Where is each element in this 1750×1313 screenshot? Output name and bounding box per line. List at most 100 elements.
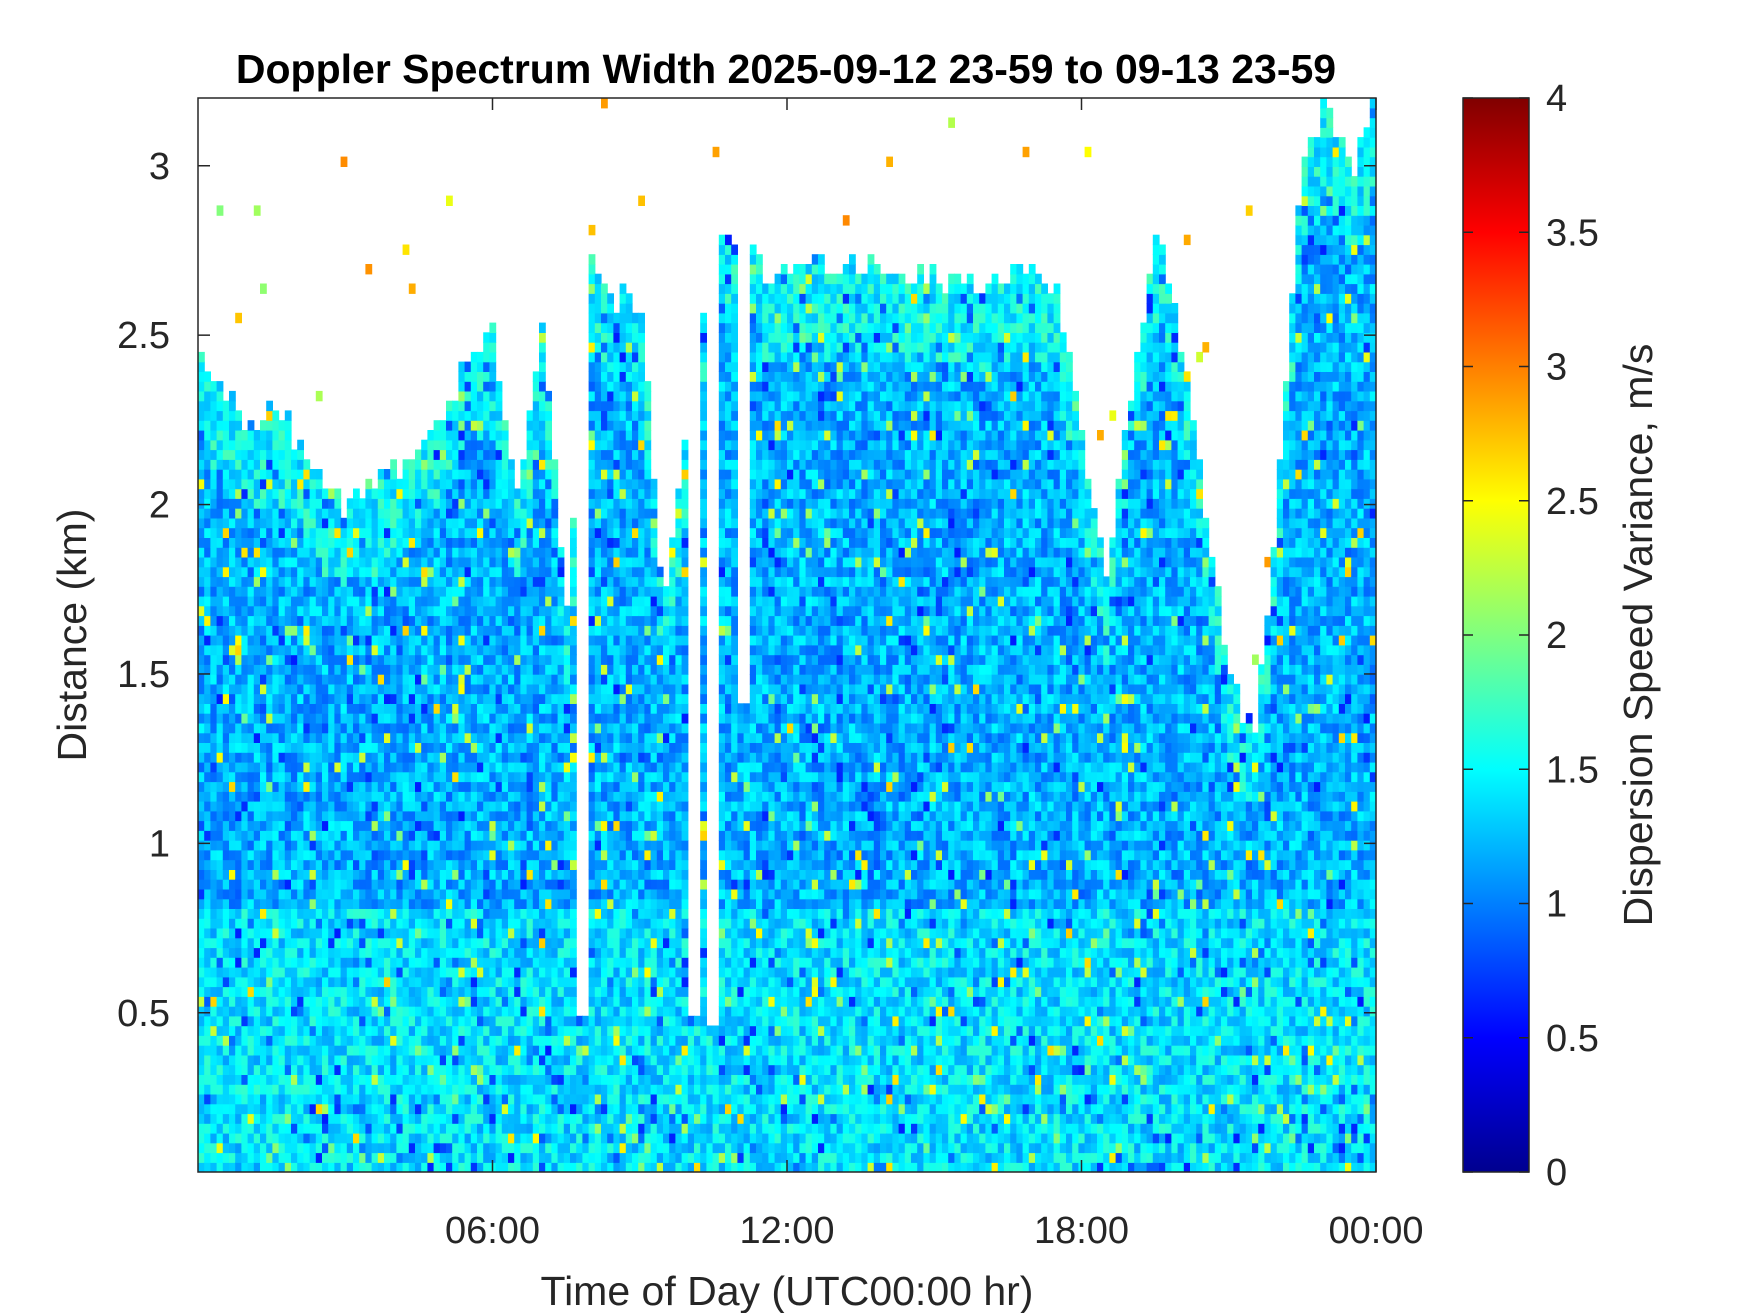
heatmap-cell (278, 664, 286, 675)
heatmap-cell (247, 625, 255, 636)
heatmap-cell (501, 459, 509, 470)
heatmap-cell (495, 595, 503, 607)
heatmap-cell (222, 664, 230, 675)
heatmap-cell (229, 439, 236, 451)
heatmap-cell (266, 1142, 273, 1154)
heatmap-cell (551, 957, 559, 968)
heatmap-cell (365, 1074, 373, 1085)
heatmap-cell (545, 927, 552, 939)
heatmap-cell (402, 1103, 410, 1115)
heatmap-cell (359, 957, 366, 968)
heatmap-cell (508, 664, 515, 675)
heatmap-cell (439, 752, 447, 763)
heatmap-cell (588, 898, 596, 909)
heatmap-cell (346, 556, 354, 568)
heatmap-cell (607, 1132, 614, 1144)
heatmap-cell (588, 1142, 596, 1154)
heatmap-cell (247, 1142, 255, 1154)
heatmap-cell (408, 537, 416, 548)
heatmap-cell (427, 1015, 435, 1027)
heatmap-cell (458, 449, 466, 460)
heatmap-cell (198, 957, 205, 968)
heatmap-cell (365, 771, 373, 783)
heatmap-cell (222, 1064, 230, 1075)
heatmap-cell (216, 674, 224, 685)
heatmap-cell (322, 967, 329, 978)
heatmap-cell (384, 674, 391, 685)
heatmap-cell (396, 830, 404, 841)
heatmap-cell (303, 791, 311, 802)
heatmap-cell (278, 859, 286, 870)
heatmap-cell (594, 1093, 602, 1105)
heatmap-cell (464, 556, 472, 568)
heatmap-cell (241, 1064, 249, 1075)
heatmap-cell (495, 927, 503, 939)
heatmap-cell (501, 849, 509, 861)
heatmap-cell (291, 1132, 298, 1144)
heatmap-cell (365, 879, 373, 890)
heatmap-cell (563, 1064, 571, 1075)
heatmap-cell (241, 1045, 249, 1056)
heatmap-cell (377, 781, 385, 792)
heatmap-cell (415, 976, 422, 988)
heatmap-cell (532, 547, 540, 558)
heatmap-cell (495, 576, 503, 587)
heatmap-cell (526, 674, 534, 685)
heatmap-cell (222, 820, 230, 831)
heatmap-cell (377, 810, 385, 822)
heatmap-cell (520, 1074, 528, 1085)
heatmap-cell (315, 742, 323, 753)
heatmap-cell (322, 879, 329, 890)
heatmap-cell (235, 1074, 242, 1085)
heatmap-cell (563, 664, 571, 675)
heatmap-cell (508, 1093, 515, 1105)
heatmap-cell (551, 810, 559, 822)
heatmap-cell (588, 488, 596, 499)
heatmap-cell (483, 801, 490, 812)
heatmap-cell (222, 947, 230, 958)
heatmap-cell (340, 810, 348, 822)
heatmap-cell (204, 674, 211, 685)
heatmap-cell (557, 976, 565, 988)
heatmap-cell (309, 801, 317, 812)
heatmap-cell (198, 390, 205, 402)
heatmap-cell (353, 830, 360, 841)
heatmap-cell (458, 1054, 466, 1066)
heatmap-cell (539, 508, 546, 519)
heatmap-cell (266, 1035, 273, 1046)
heatmap-cell (408, 869, 416, 880)
heatmap-cell (551, 625, 559, 636)
heatmap-cell (235, 478, 242, 490)
heatmap-cell (309, 713, 317, 724)
heatmap-cell (309, 644, 317, 656)
heatmap-cell (495, 869, 503, 880)
heatmap-cell (229, 742, 236, 753)
heatmap-cell (452, 556, 459, 568)
heatmap-cell (458, 869, 466, 880)
heatmap-cell (594, 869, 602, 880)
heatmap-cell (328, 908, 335, 919)
heatmap-cell (489, 1113, 497, 1124)
heatmap-cell (365, 703, 373, 714)
heatmap-cell (532, 801, 540, 812)
heatmap-cell (253, 713, 261, 724)
heatmap-cell (532, 976, 540, 988)
heatmap-cell (390, 1015, 397, 1027)
heatmap-cell (253, 595, 261, 607)
heatmap-cell (427, 459, 435, 470)
heatmap-cell (291, 986, 298, 997)
heatmap-cell (309, 625, 317, 636)
heatmap-cell (421, 1035, 428, 1046)
heatmap-cell (520, 976, 528, 988)
heatmap-cell (551, 1015, 559, 1027)
heatmap-cell (204, 713, 211, 724)
heatmap-cell (501, 430, 509, 441)
heatmap-cell (489, 381, 497, 392)
heatmap-cell (489, 517, 497, 529)
heatmap-cell (582, 1123, 590, 1134)
heatmap-cell (198, 547, 205, 558)
heatmap-cell (557, 1064, 565, 1075)
heatmap-cell (297, 761, 304, 773)
heatmap-cell (365, 918, 373, 929)
heatmap-cell (532, 771, 540, 783)
